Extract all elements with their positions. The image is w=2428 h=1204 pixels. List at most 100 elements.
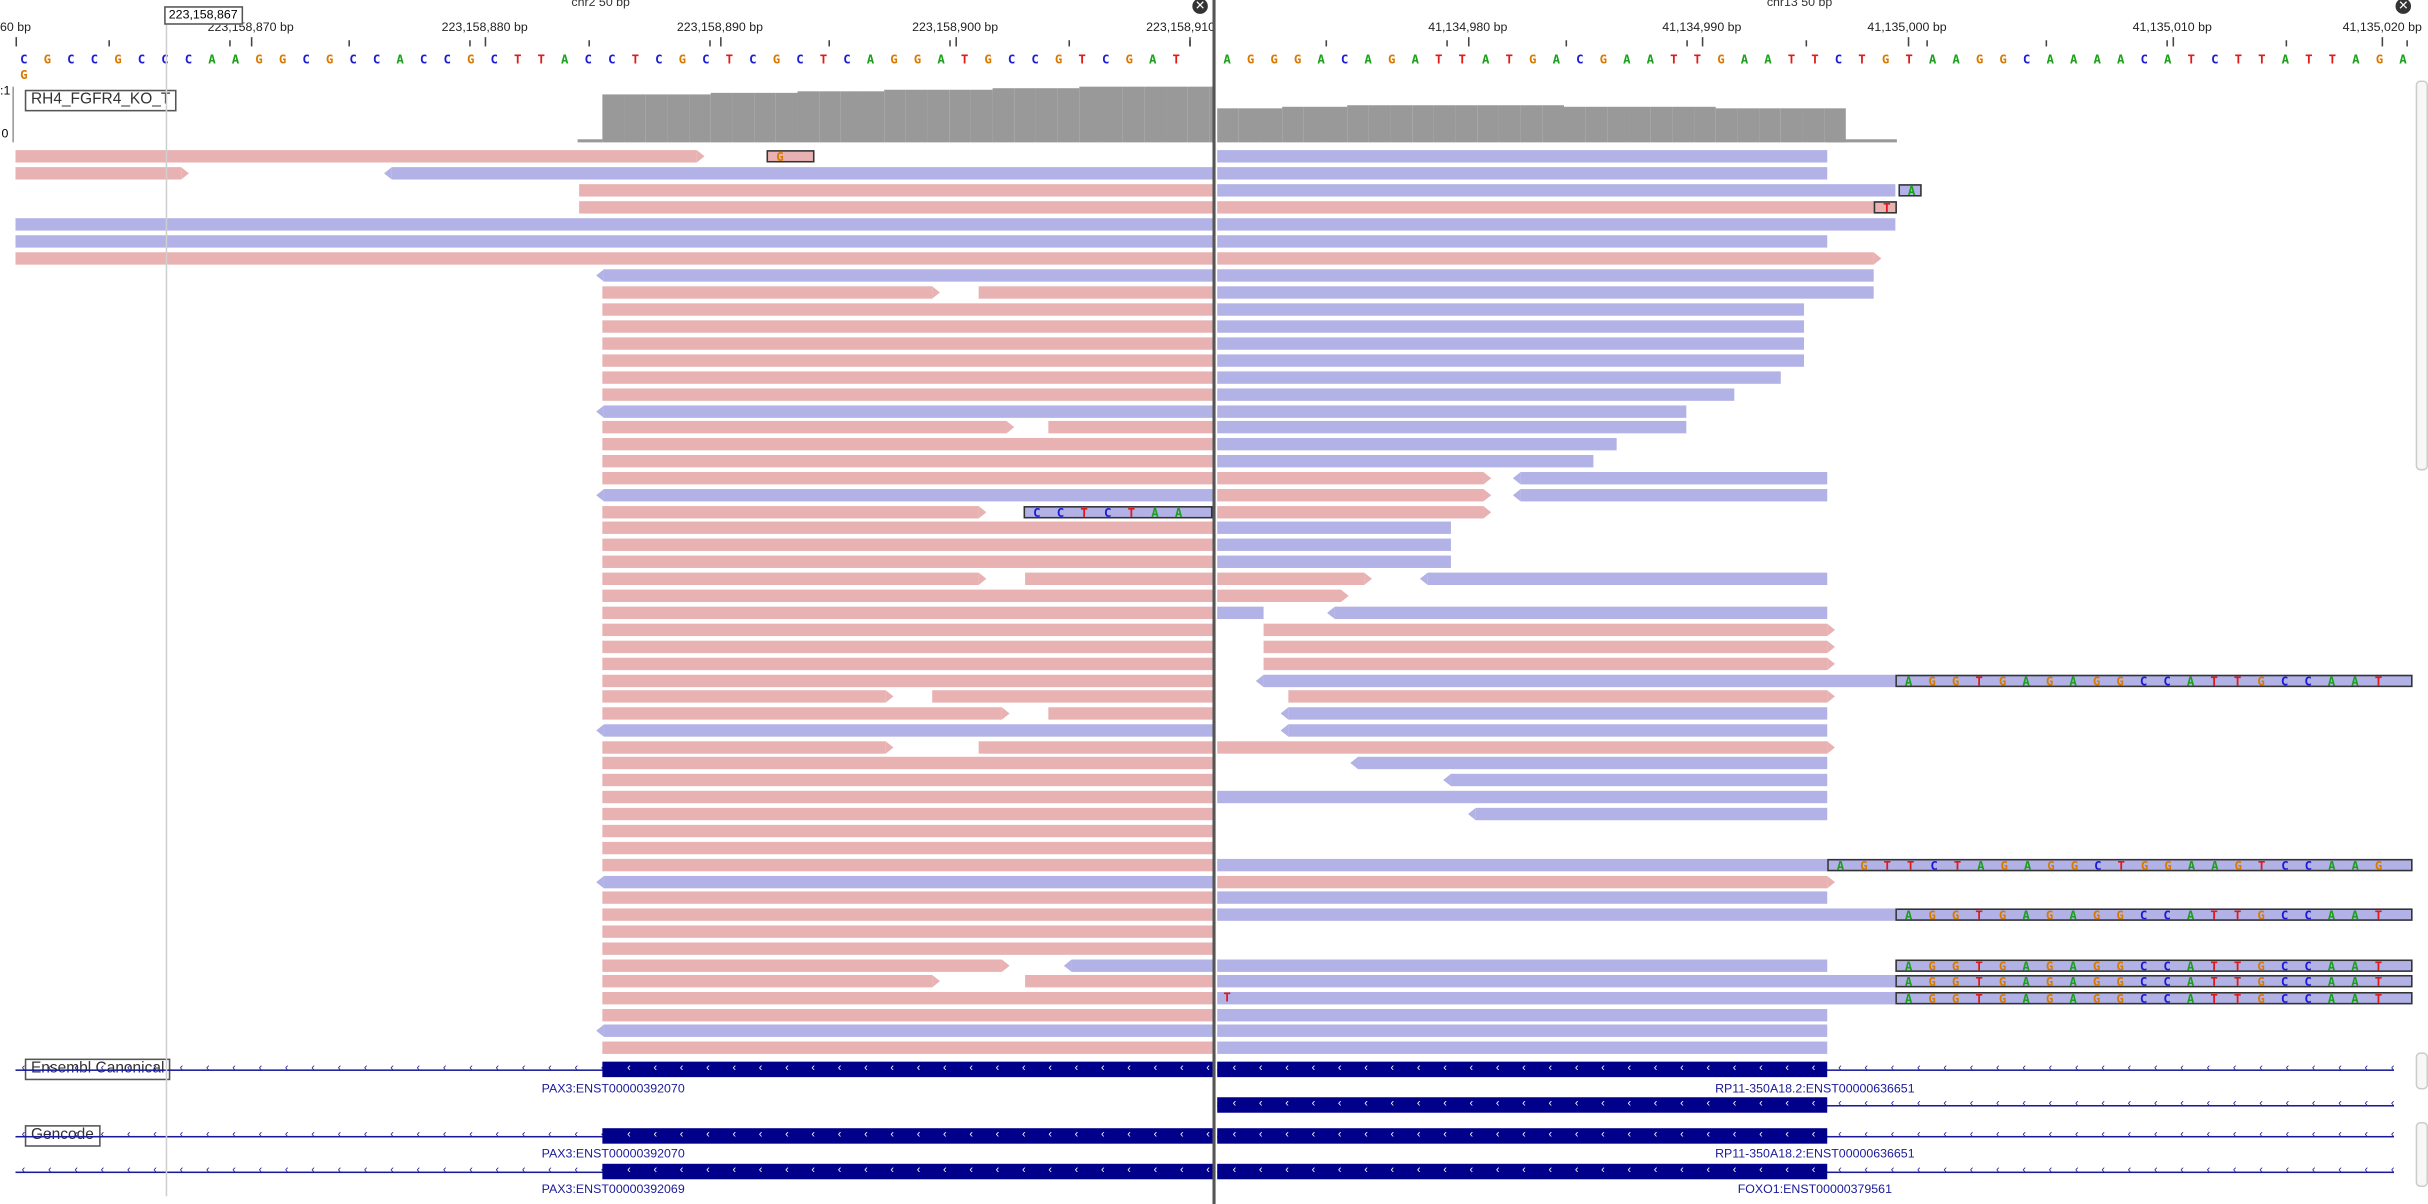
gene-name-label[interactable]: FOXO1:ENST00000379561 [1737,1182,1892,1197]
reverse-read[interactable] [1520,472,1828,485]
forward-read[interactable] [602,354,1213,367]
gene-exon[interactable] [602,1163,1213,1180]
forward-read[interactable] [602,589,1213,603]
softclip-sequence[interactable]: A [1898,184,1922,197]
forward-read[interactable] [602,286,933,299]
forward-read[interactable] [1025,974,1213,988]
softclip-sequence[interactable]: AGGTGAGAGGCCATTGCCAATG [1895,674,2413,688]
reverse-read[interactable] [603,724,1213,737]
gene-scrollbar[interactable] [2415,1052,2428,1090]
gene-exon[interactable] [1217,1163,1828,1180]
softclip-sequence[interactable]: GT [766,150,815,163]
forward-read[interactable] [602,506,979,519]
forward-read[interactable] [15,150,697,163]
reverse-read[interactable] [603,269,1213,282]
forward-read[interactable] [602,756,1213,770]
reverse-read[interactable] [1071,959,1213,972]
forward-read[interactable] [1288,690,1828,703]
gene-exon[interactable] [1217,1097,1828,1113]
reverse-read[interactable] [1217,150,1828,163]
softclip-sequence[interactable]: T [1873,201,1897,214]
reverse-read[interactable] [1334,606,1828,620]
forward-read[interactable] [579,201,1213,214]
forward-read[interactable] [602,371,1213,384]
reverse-read[interactable] [1217,371,1781,384]
forward-read[interactable] [1263,623,1828,637]
forward-read[interactable] [932,690,1213,703]
forward-read[interactable] [1048,420,1213,434]
forward-read[interactable] [1263,640,1828,654]
reverse-read[interactable] [1475,807,1828,821]
reverse-read[interactable] [1217,303,1805,316]
forward-read[interactable] [602,707,1002,720]
reverse-read[interactable] [1217,606,1264,620]
reverse-read[interactable] [1217,167,1828,180]
forward-read[interactable] [602,640,1213,654]
forward-read[interactable] [978,286,1213,299]
gene-name-label[interactable]: PAX3:ENST00000392070 [541,1081,685,1096]
softclip-sequence[interactable]: AGGTGAGAGGCCATTGCCAATG [1895,959,2413,972]
forward-read[interactable] [602,606,1213,620]
forward-read[interactable] [1217,589,1342,603]
reverse-read[interactable] [1217,437,1617,451]
forward-read[interactable] [1263,657,1828,671]
forward-read[interactable] [978,741,1213,754]
gencode-scrollbar[interactable] [2415,1122,2428,1188]
forward-read[interactable] [602,337,1213,350]
softclip-sequence[interactable]: AGGTGAGAGGCCATTGCCAATG [1895,974,2413,988]
forward-read[interactable] [602,623,1213,637]
forward-read[interactable] [602,303,1213,316]
forward-read[interactable] [602,891,1213,904]
reverse-read[interactable] [1217,337,1805,350]
reverse-read[interactable] [1217,354,1805,367]
reverse-read[interactable] [1217,405,1687,418]
softclip-sequence[interactable]: AGGTGAGAGGCCATTGCCAATG [1895,992,2413,1005]
forward-read[interactable] [602,1009,1213,1022]
reverse-read[interactable] [1358,756,1828,770]
forward-read[interactable] [602,437,1213,451]
close-icon[interactable]: ✕ [1192,0,1208,14]
reverse-read[interactable] [1217,1009,1828,1022]
forward-read[interactable] [579,184,1213,197]
forward-read[interactable] [602,454,1213,468]
reverse-read[interactable] [1263,674,1896,688]
reverse-read[interactable] [1217,974,1896,988]
forward-read[interactable] [1048,707,1213,720]
reverse-read[interactable] [1217,555,1451,568]
reverse-read[interactable] [1217,218,1896,231]
alignment-scrollbar[interactable] [2415,80,2428,471]
forward-read[interactable] [1217,572,1365,585]
forward-read[interactable] [1217,506,1484,519]
forward-read[interactable] [602,538,1213,551]
forward-read[interactable] [602,858,1213,872]
reverse-read[interactable] [391,167,1213,180]
gencode-track-label[interactable]: Gencode [24,1125,101,1147]
forward-read[interactable] [602,773,1213,787]
gene-name-label[interactable]: RP11-350A18.2:ENST00000636651 [1715,1081,1915,1096]
forward-read[interactable] [602,674,1213,688]
reverse-read[interactable] [1450,773,1828,787]
left-locus-panel[interactable]: chr2 50 bp ✕ 60 bp 223,158,870 bp 223,158,… [0,0,1213,1204]
reverse-read[interactable] [1427,572,1828,585]
softclip-sequence[interactable]: CCTCTAAC [1023,506,1213,519]
forward-read[interactable] [602,959,1002,972]
forward-read[interactable] [602,472,1213,485]
gene-exon[interactable] [602,1128,1213,1144]
forward-read[interactable] [602,824,1213,838]
reverse-read[interactable] [15,218,1213,231]
reverse-read[interactable] [1217,269,1874,282]
forward-read[interactable] [1025,572,1213,585]
forward-read[interactable] [1217,201,1874,214]
panel-divider[interactable] [1212,0,1216,1204]
reverse-read[interactable] [1217,858,1828,872]
forward-read[interactable] [602,841,1213,855]
forward-read[interactable] [602,657,1213,671]
forward-read[interactable] [1217,472,1484,485]
gene-exon[interactable] [1217,1061,1828,1078]
reverse-read[interactable] [1288,724,1828,737]
forward-read[interactable] [602,572,979,585]
gene-name-label[interactable]: PAX3:ENST00000392069 [541,1182,685,1197]
forward-read[interactable] [602,942,1213,955]
reverse-read[interactable] [603,1024,1213,1037]
